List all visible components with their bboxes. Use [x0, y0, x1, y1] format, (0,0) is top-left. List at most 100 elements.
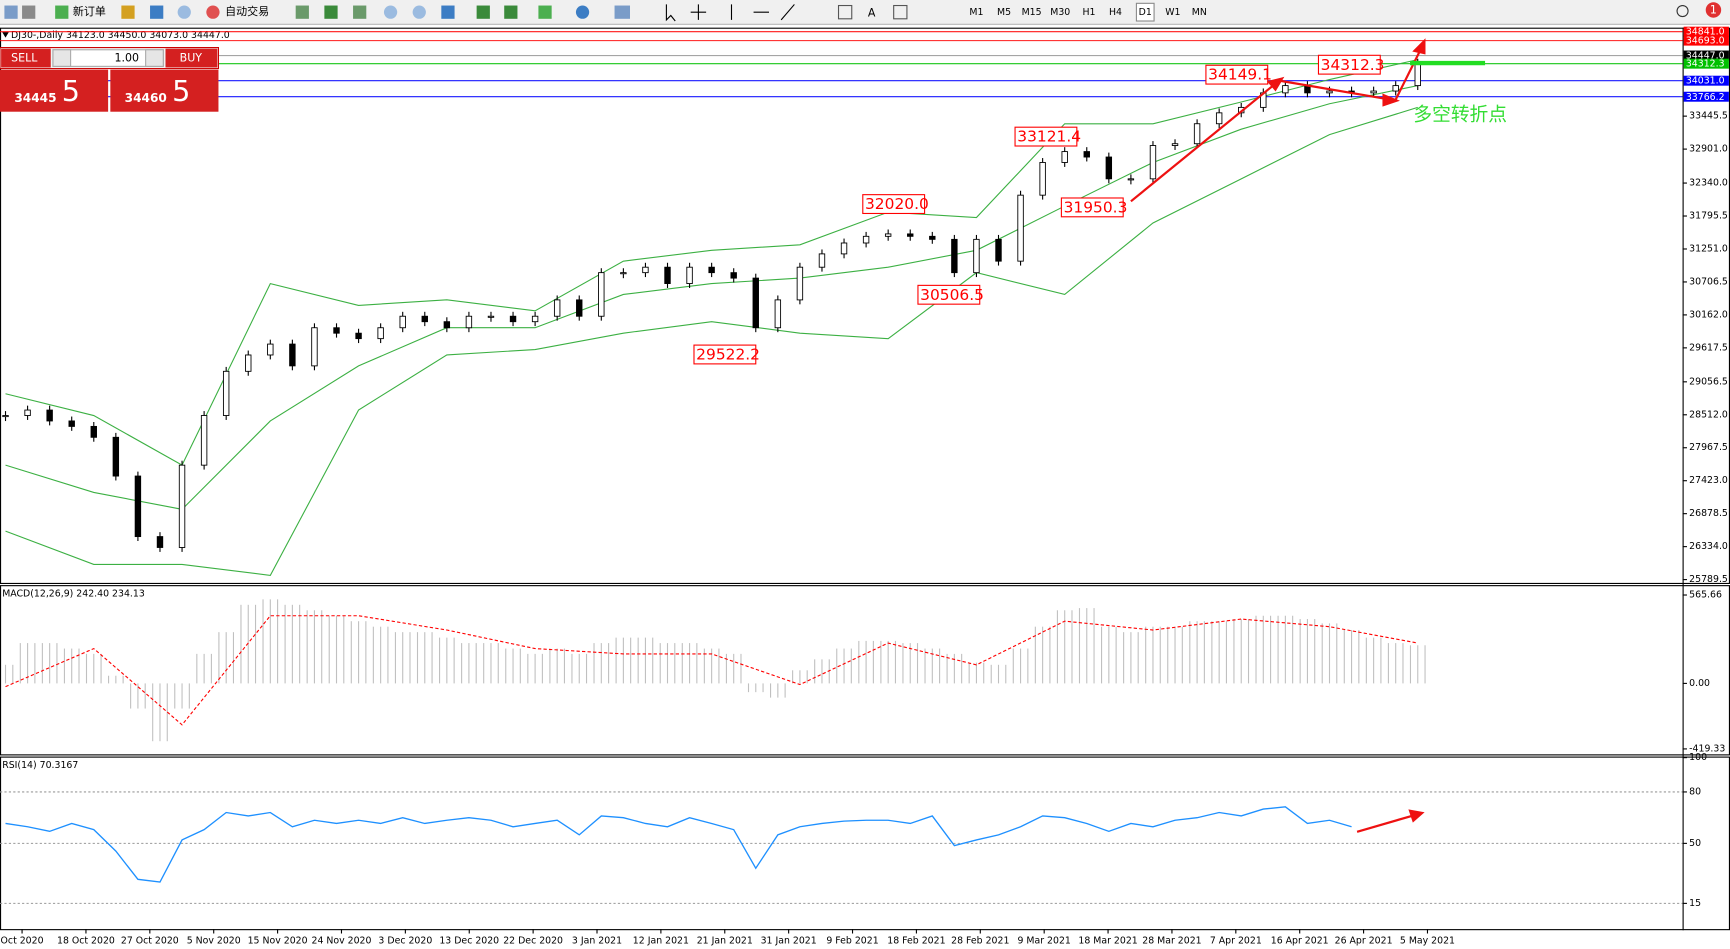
candle — [509, 315, 517, 323]
y-tick-label: 29617.5 — [1689, 342, 1728, 353]
sell-label[interactable]: SELL — [11, 52, 38, 65]
candle — [399, 315, 406, 329]
x-tick-label: 21 Jan 2021 — [697, 936, 753, 947]
buy-price-box[interactable] — [110, 69, 219, 112]
icon[interactable] — [504, 5, 518, 19]
price-level-label: 34693.0 — [1686, 36, 1725, 47]
icon — [4, 5, 18, 19]
timeframe-button[interactable]: M15 — [1022, 7, 1042, 18]
icon[interactable] — [730, 4, 795, 21]
arrow-head — [1382, 93, 1400, 107]
callout: 29522.2 — [696, 346, 760, 364]
icon[interactable] — [690, 4, 707, 20]
candle — [200, 415, 208, 466]
candle — [686, 266, 693, 284]
icon[interactable] — [324, 5, 338, 19]
candle — [1392, 85, 1399, 92]
candle — [752, 277, 759, 329]
toolbar — [0, 0, 1730, 25]
callout-box — [1317, 54, 1381, 75]
x-tick-label: 18 Mar 2021 — [1078, 936, 1137, 947]
candle — [289, 343, 296, 367]
icon[interactable] — [837, 4, 853, 20]
candle — [355, 332, 362, 340]
sell-button[interactable] — [1, 48, 51, 68]
icon[interactable]: A — [868, 6, 876, 19]
arrow-head — [1408, 809, 1425, 823]
icon[interactable] — [177, 5, 191, 19]
price-level-tag — [1683, 75, 1729, 86]
y-tick-label: 100 — [1689, 752, 1707, 763]
candle — [708, 266, 715, 274]
timeframe-button[interactable]: D1 — [1139, 7, 1152, 18]
buy-label[interactable]: BUY — [180, 52, 203, 65]
timeframe-button[interactable]: H4 — [1109, 7, 1122, 18]
x-tick-label: 24 Nov 2020 — [311, 936, 371, 947]
timeframe-button[interactable]: M5 — [997, 7, 1011, 18]
price-level-tag — [1683, 35, 1729, 46]
candle — [465, 315, 473, 329]
notification-badge[interactable] — [1705, 2, 1722, 18]
callout-box — [1014, 126, 1078, 147]
drawn-arrows — [1130, 38, 1426, 833]
candle — [553, 299, 561, 317]
buy-button[interactable] — [165, 48, 218, 68]
candle — [907, 233, 914, 237]
x-tick-label: 18 Feb 2021 — [887, 936, 945, 947]
icon[interactable] — [575, 5, 590, 19]
icon[interactable] — [614, 5, 630, 19]
candle — [267, 343, 274, 356]
x-tick-label: 31 Jan 2021 — [761, 936, 817, 947]
candle — [1017, 194, 1024, 262]
y-tick-label: 32340.0 — [1689, 178, 1728, 189]
icon[interactable] — [412, 5, 426, 19]
lots-up[interactable] — [145, 49, 164, 67]
callout: 34312.3 — [1321, 56, 1385, 74]
timeframe-button[interactable]: M30 — [1050, 7, 1070, 18]
bollinger-middle — [5, 85, 1418, 510]
icon[interactable] — [150, 5, 164, 19]
icon[interactable] — [441, 5, 455, 19]
icon[interactable] — [353, 5, 367, 19]
y-tick-label: 31251.0 — [1689, 243, 1728, 254]
icon[interactable] — [55, 5, 69, 19]
candle — [178, 464, 186, 548]
icon[interactable] — [665, 4, 676, 22]
timeframe-button[interactable]: M1 — [969, 7, 983, 18]
search-icon[interactable] — [1676, 4, 1689, 18]
x-tick-label: 22 Dec 2020 — [503, 936, 563, 947]
icon[interactable] — [538, 5, 552, 19]
timeframe-button[interactable]: MN — [1192, 7, 1207, 18]
icon[interactable] — [476, 5, 490, 19]
price-level-label: 34447.0 — [1686, 51, 1725, 62]
arrow-head — [1266, 76, 1285, 92]
auto-trading-button[interactable]: 自动交易 — [225, 4, 269, 18]
icon[interactable] — [206, 5, 220, 19]
timeframe-button[interactable]: W1 — [1165, 7, 1180, 18]
candle — [1414, 62, 1421, 87]
icon[interactable] — [383, 5, 398, 19]
main-panel — [0, 27, 1730, 584]
candle — [620, 272, 627, 275]
x-tick-label: 7 Apr 2021 — [1210, 936, 1262, 947]
candle — [1083, 151, 1090, 158]
y-tick-label: 565.66 — [1689, 590, 1722, 601]
lots-value[interactable]: 1.00 — [114, 52, 139, 65]
candle — [222, 370, 230, 416]
icon[interactable] — [121, 5, 135, 19]
candle — [1282, 85, 1289, 94]
notification-count: 1 — [1710, 3, 1717, 16]
candle — [664, 266, 671, 284]
icon[interactable] — [295, 5, 309, 19]
candle — [1127, 178, 1135, 181]
new-order-button[interactable]: 新订单 — [73, 4, 106, 18]
x-tick-label: 12 Jan 2021 — [633, 936, 689, 947]
lots-down[interactable] — [52, 49, 72, 67]
timeframe-button[interactable]: H1 — [1082, 7, 1095, 18]
icon[interactable] — [893, 4, 908, 20]
price-level-label: 34312.3 — [1686, 59, 1725, 70]
sell-price-box[interactable] — [0, 69, 109, 112]
candle — [642, 266, 649, 274]
x-tick-label: 3 Dec 2020 — [378, 936, 432, 947]
